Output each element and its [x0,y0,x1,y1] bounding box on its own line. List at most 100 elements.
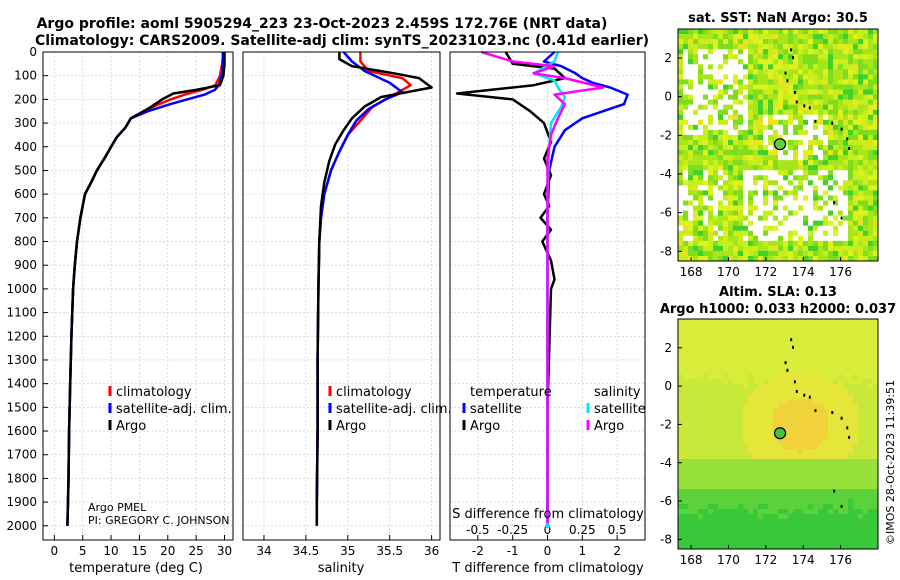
map-cell [803,124,809,131]
map-cell [823,474,829,480]
map-cell [808,39,814,45]
map-cell [833,64,839,70]
map-cell [863,119,869,126]
map-cell [683,459,689,465]
map-cell [828,145,834,151]
map-cell [723,64,729,70]
map-cell [858,454,864,460]
map-cell [768,474,774,480]
map-cell [758,374,764,380]
map-cell [723,419,729,425]
map-cell [693,439,699,445]
map-cell [778,484,784,490]
map-cell [678,434,684,440]
map-cell [838,454,844,460]
map-cell [793,479,799,485]
map-cell [783,394,789,400]
map-cell [868,255,874,262]
map-cell [773,459,779,465]
map-cell [853,399,859,405]
map-cell [858,99,864,106]
map-cell [753,364,759,370]
map-cell [873,479,879,485]
axes-frame [42,51,234,541]
map-cell [798,349,804,355]
map-cell [683,230,689,237]
map-cell [788,225,794,232]
map-cell [683,414,689,420]
map-cell [788,99,794,106]
map-cell [708,364,714,370]
map-cell [803,220,809,227]
map-cell [853,139,859,146]
map-cell [683,69,689,75]
map-cell [733,170,739,176]
map-cell [683,399,689,405]
map-cell [763,134,769,141]
map-cell [698,464,704,470]
map-cell [718,114,724,121]
map-cell [713,245,719,252]
map-cell [728,399,734,405]
map-cell [843,334,849,340]
map-cell [723,155,729,161]
map-cell [708,349,714,355]
map-cell [788,29,794,35]
map-cell [818,424,824,430]
map-cell [718,419,724,425]
map-cell [678,124,684,131]
map-cell [783,479,789,485]
map-cell [693,429,699,435]
map-cell [873,439,879,445]
map-cell [788,519,794,525]
map-cell [793,524,799,530]
map-cell [838,124,844,131]
map-cell [798,54,804,60]
map-cell [743,444,749,450]
map-cell [733,69,739,75]
map-cell [748,44,754,50]
map-cell [753,129,759,136]
map-cell [708,394,714,400]
map-cell [808,89,814,95]
map-cell [738,479,744,485]
map-cell [688,29,694,35]
map-cell [828,54,834,60]
map-cell [818,339,824,345]
map-cell [708,225,714,232]
map-cell [763,109,769,116]
map-cell [738,504,744,510]
map-cell [833,99,839,106]
map-cell [858,424,864,430]
map-cell [873,339,879,345]
legend-label: Argo [594,419,624,434]
map-cell [693,319,699,325]
map-cell [693,255,699,262]
map-cell [698,429,704,435]
map-cell [813,240,819,247]
map-cell [868,175,874,181]
map-cell [683,94,689,101]
map-cell [713,384,719,390]
map-cell [738,434,744,440]
map-cell [853,384,859,390]
map-cell [698,165,704,171]
map-cell [793,74,799,80]
map-cell [798,134,804,141]
map-cell [678,175,684,181]
map-cell [753,454,759,460]
map-cell [713,59,719,65]
map-cell [698,444,704,450]
map-cell [688,424,694,430]
y-tick-label: 1400 [6,377,37,391]
map-cell [753,104,759,111]
map-cell [748,424,754,430]
map-cell [778,459,784,465]
map-cell [678,235,684,242]
map-cell [718,245,724,252]
map-cell [763,210,769,217]
map-cell [723,434,729,440]
map-cell [773,180,779,186]
map-cell [688,240,694,247]
map-cell [848,54,854,60]
